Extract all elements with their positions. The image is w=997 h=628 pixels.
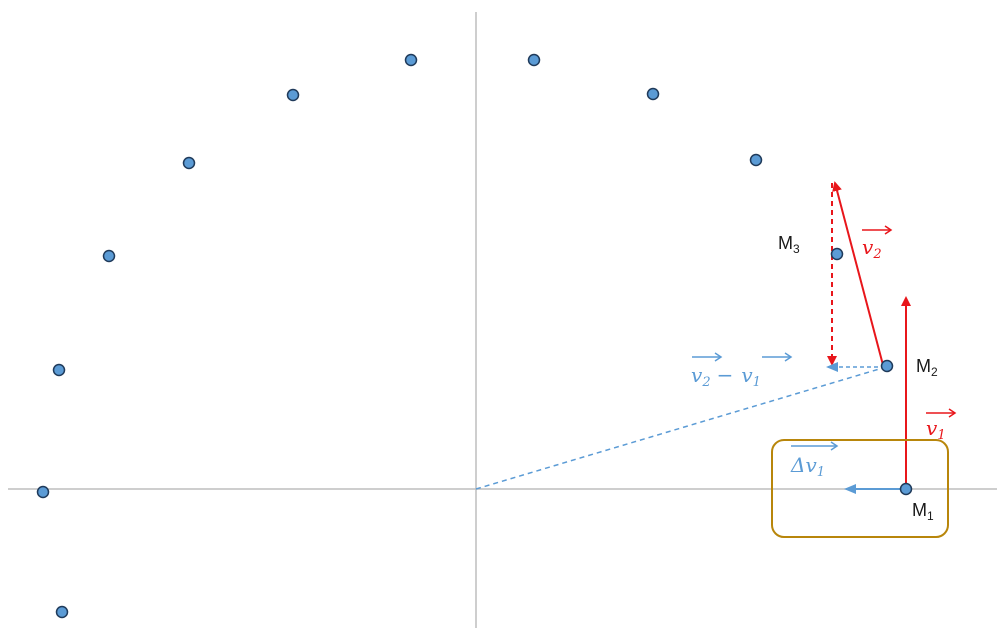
svg-text:v1: v1 [926,416,946,443]
delta-v-frame [771,439,949,538]
label-v2: v2 [862,225,893,262]
point-m3 [830,247,844,261]
label-m1: M1 [912,500,934,523]
point [102,249,116,263]
point [52,363,66,377]
label-delta-v1: Δv1 [790,441,839,480]
point [404,53,418,67]
point-m2 [880,359,894,373]
svg-text:v2: v2 [862,235,882,262]
trajectory-points [36,53,913,619]
point [36,485,50,499]
label-m3: M3 [778,233,800,256]
label-v2-minus-v1: v2− v1 [691,352,793,390]
point-m1 [899,482,913,496]
svg-text:v2−v1: v2− v1 [691,363,761,390]
svg-text:Δv1: Δv1 [790,453,825,480]
point [182,156,196,170]
point [527,53,541,67]
vector-v2-arrow [832,181,884,366]
point [286,88,300,102]
point [55,605,69,619]
point [749,153,763,167]
point [646,87,660,101]
label-v1: v1 [926,408,957,443]
label-m2: M2 [916,356,938,379]
